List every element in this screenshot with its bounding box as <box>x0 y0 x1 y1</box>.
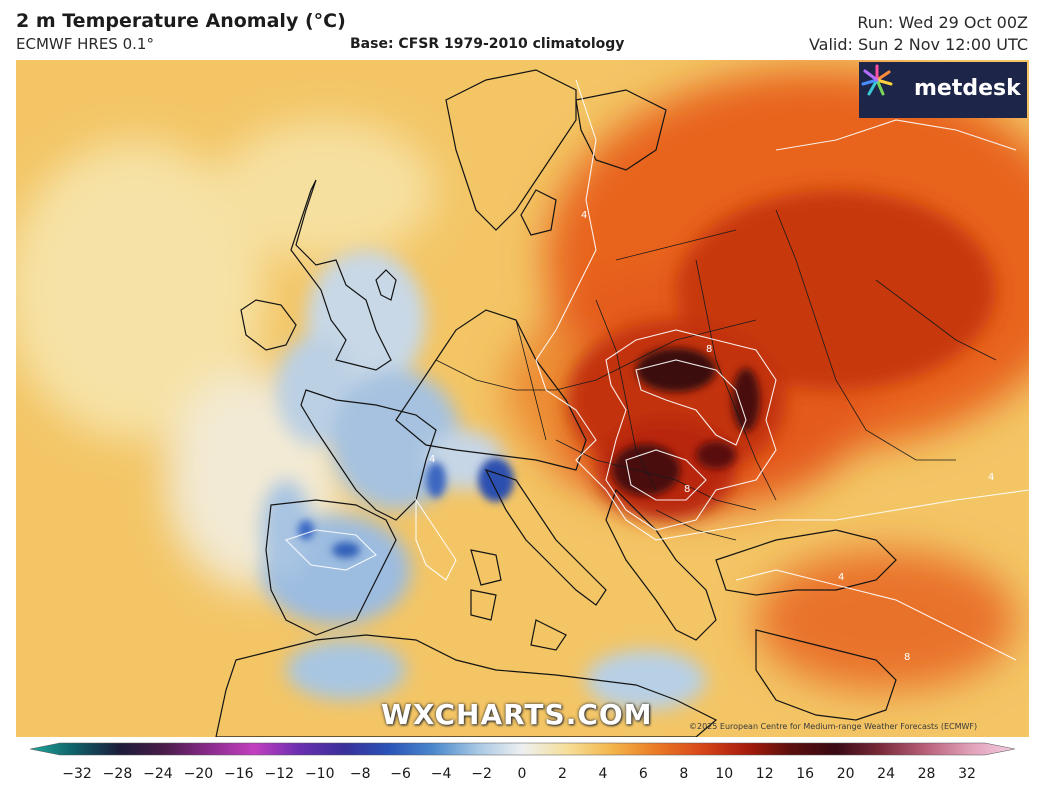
contour-label: 4 <box>838 572 844 583</box>
contour-label: 8 <box>684 484 690 495</box>
metdesk-logo: metdesk <box>859 62 1027 118</box>
metdesk-star-icon <box>861 64 893 96</box>
valid-time-label: Valid: Sun 2 Nov 12:00 UTC <box>808 35 1028 54</box>
contour-label: 8 <box>706 344 712 355</box>
coastlines <box>215 69 897 737</box>
colorbar-tick-label: 28 <box>917 766 936 782</box>
contour-label: 4 <box>988 472 994 483</box>
very-hot-anomaly-areas <box>566 190 996 520</box>
copyright-notice: ©2025 European Centre for Medium-range W… <box>689 722 978 731</box>
colorbar-tick-label: −4 <box>430 766 452 782</box>
strong-cold-anomaly-areas <box>298 458 514 558</box>
colorbar-tick-label: 4 <box>598 766 608 782</box>
colorbar-tick-label: 32 <box>958 766 976 782</box>
colorbar-tick-label: 12 <box>755 766 774 782</box>
colorbar <box>30 742 1015 756</box>
wxcharts-watermark: WXCHARTS.COM <box>381 698 653 731</box>
temperature-anomaly-map: 4 8 8 4 4 4 8 metdesk WXCHARTS.COM ©2025… <box>16 60 1029 737</box>
colorbar-tick-label: −20 <box>183 766 214 782</box>
colorbar-tick-label: 24 <box>877 766 895 782</box>
run-time-label: Run: Wed 29 Oct 00Z <box>857 13 1028 32</box>
colorbar-tick-label: 20 <box>836 766 855 782</box>
colorbar-tick-label: −28 <box>102 766 133 782</box>
colorbar-tick-label: −24 <box>143 766 173 782</box>
colorbar-tick-label: 6 <box>638 766 648 782</box>
climatology-base-label: Base: CFSR 1979-2010 climatology <box>350 36 625 52</box>
chart-header: 2 m Temperature Anomaly (°C) ECMWF HRES … <box>0 0 1045 60</box>
colorbar-tick-label: −32 <box>62 766 92 782</box>
colorbar-tick-label: −10 <box>304 766 335 782</box>
colorbar-tick-label: 2 <box>557 766 567 782</box>
colorbar-tick-label: −8 <box>349 766 371 782</box>
contour-label: 4 <box>581 210 587 221</box>
contour-labels: 4 8 8 4 4 4 8 <box>429 210 994 663</box>
contour-label: 4 <box>429 454 435 465</box>
colorbar-tick-label: −6 <box>390 766 411 782</box>
country-borders <box>435 209 997 541</box>
model-label: ECMWF HRES 0.1° <box>16 35 154 53</box>
colorbar-ramp <box>30 742 1015 756</box>
colorbar-tick-label: −12 <box>264 766 295 782</box>
metdesk-logo-text: metdesk <box>914 76 1021 101</box>
colorbar-tick-label: 10 <box>715 766 734 782</box>
anomaly-contours <box>284 79 1029 661</box>
colorbar-tick-label: −2 <box>471 766 492 782</box>
colorbar-tick-label: 8 <box>679 766 689 782</box>
colorbar-tick-label: 0 <box>517 766 527 782</box>
neutral-anomaly-areas <box>16 120 436 590</box>
map-canvas: 4 8 8 4 4 4 8 <box>16 60 1029 737</box>
colorbar-tick-label: −16 <box>224 766 254 782</box>
map-title: 2 m Temperature Anomaly (°C) <box>16 10 346 32</box>
colorbar-tick-label: 16 <box>796 766 815 782</box>
contour-label: 8 <box>904 652 910 663</box>
